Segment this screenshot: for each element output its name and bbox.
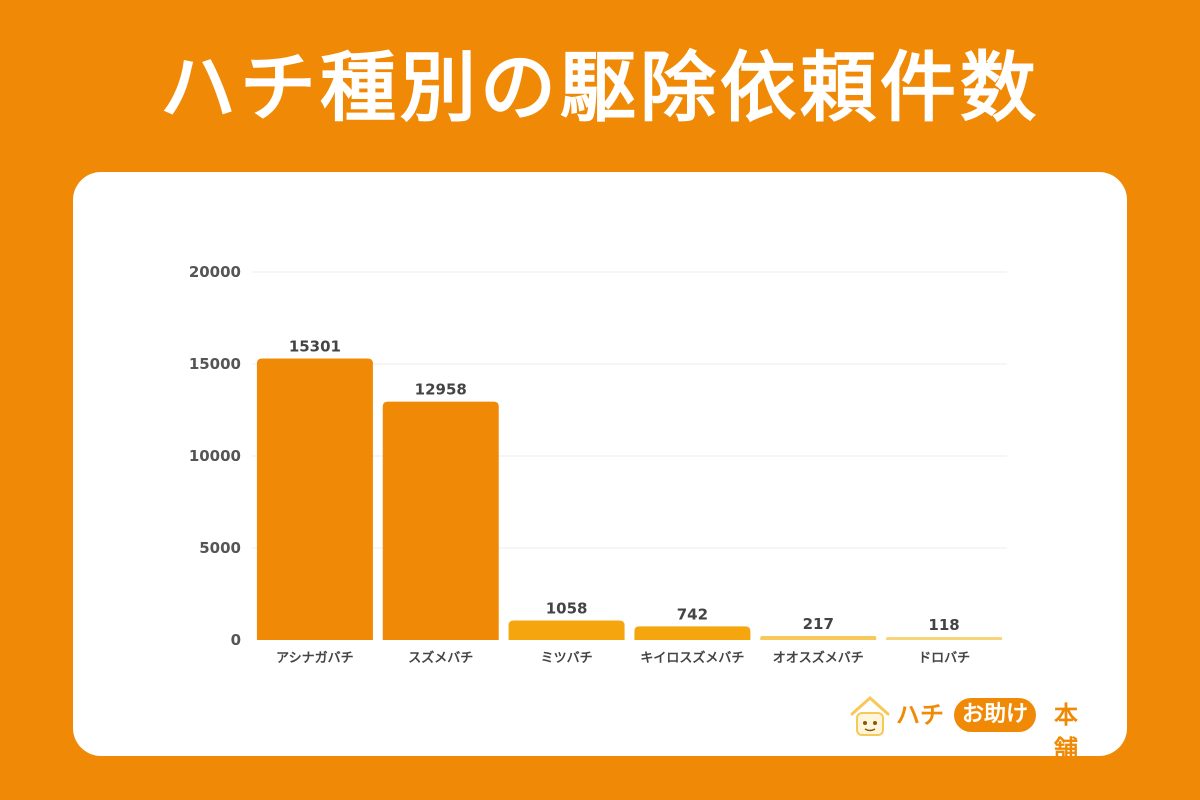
data-label: 217 [803,615,834,633]
bar [760,636,877,640]
logo-text-hachi: ハチ [896,701,944,729]
data-label: 15301 [289,337,341,355]
data-label: 118 [928,616,959,634]
x-tick-label: スズメバチ [408,650,473,666]
x-tick-label: オオスズメバチ [773,650,864,666]
x-tick-label: キイロスズメバチ [640,650,744,666]
bar [508,620,625,640]
chart-card: 0 5000 10000 15000 20000 15301 アシナガバチ 12958 スズメバ… [73,172,1127,763]
page-title: ハチ種別の駆除依頼件数 [160,43,1040,132]
x-tick-label: ミツバチ [541,651,593,666]
logo-text-otasuke: お助け [954,698,1037,732]
y-tick-label: 20000 [189,263,241,281]
bar [382,401,499,640]
data-label: 742 [677,605,708,623]
x-tick-label: アシナガバチ [276,651,353,666]
data-label: 12958 [415,381,467,399]
y-tick-label: 10000 [189,447,241,465]
y-tick-label: 5000 [199,539,241,557]
bar-chart: 0 5000 10000 15000 20000 15301 アシナガバチ 12958 スズメバ… [189,263,1007,666]
house-mascot-icon [850,695,890,736]
bar [886,637,1003,640]
bar [634,626,751,640]
bar [256,358,373,640]
logo-text-honpo: 本舗 [1054,701,1078,763]
data-label: 1058 [546,600,588,618]
y-tick-label: 0 [231,631,241,649]
x-tick-label: ドロバチ [918,651,970,666]
brand-logo: ハチ お助け 本舗 [848,692,1088,763]
y-tick-label: 15000 [189,355,241,373]
